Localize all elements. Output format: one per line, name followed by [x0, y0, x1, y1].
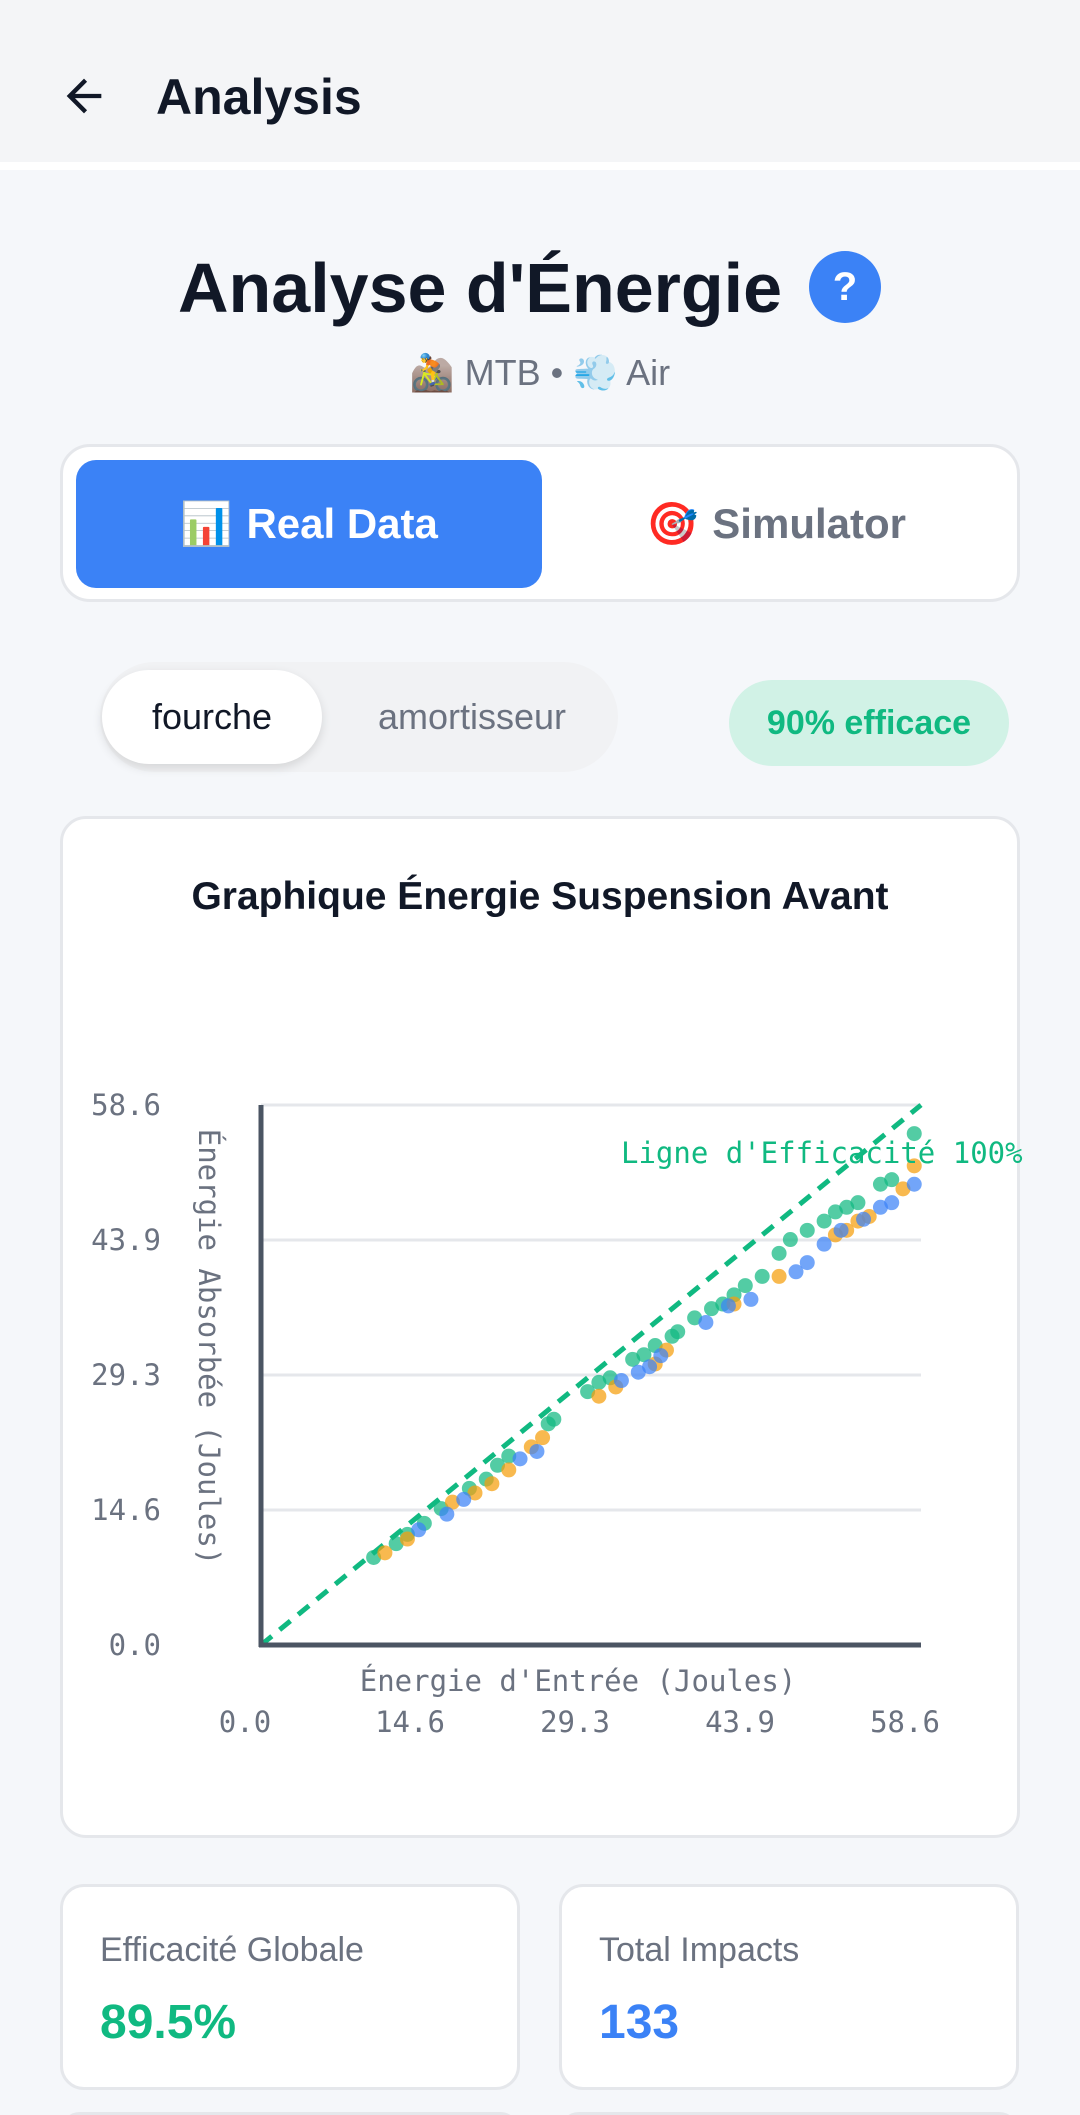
- data-point: [698, 1314, 714, 1330]
- data-point: [816, 1213, 832, 1229]
- app-bar-title: Analysis: [156, 69, 362, 125]
- stat-value-efficiency: 89.5%: [100, 1996, 237, 2049]
- data-point: [737, 1278, 753, 1294]
- data-point: [411, 1522, 427, 1538]
- tab-real-data[interactable]: 📊 Real Data: [76, 460, 542, 588]
- stat-card-efficiency: Efficacité Globale 89.5%: [60, 1884, 520, 2090]
- x-tick-label: 0.0: [219, 1705, 271, 1739]
- target-icon: 🎯: [646, 499, 699, 547]
- data-point: [872, 1176, 888, 1192]
- data-point: [636, 1347, 652, 1363]
- data-point: [743, 1291, 759, 1307]
- data-point: [580, 1384, 596, 1400]
- data-point: [456, 1491, 472, 1507]
- y-tick-label: 43.9: [91, 1223, 161, 1257]
- tab-simulator-label: Simulator: [712, 500, 906, 547]
- tab-simulator[interactable]: 🎯 Simulator: [543, 460, 1009, 588]
- data-point: [856, 1211, 872, 1227]
- x-tick-label: 14.6: [375, 1705, 445, 1739]
- data-point: [799, 1255, 815, 1271]
- data-point: [591, 1388, 607, 1404]
- y-tick-label: 58.6: [91, 1088, 161, 1122]
- data-point: [720, 1298, 736, 1314]
- data-point: [512, 1451, 528, 1467]
- stat-label-impacts: Total Impacts: [599, 1931, 800, 1969]
- data-point: [827, 1204, 843, 1220]
- page-title: Analyse d'Énergie: [177, 249, 783, 327]
- data-point: [501, 1462, 517, 1478]
- y-tick-label: 0.0: [109, 1628, 161, 1662]
- x-tick-label: 43.9: [705, 1705, 775, 1739]
- data-point: [484, 1476, 500, 1492]
- toggle-amortisseur[interactable]: amortisseur: [377, 696, 567, 737]
- stat-value-impacts: 133: [599, 1996, 680, 2049]
- data-point: [591, 1374, 607, 1390]
- data-point: [366, 1549, 382, 1565]
- data-point: [884, 1195, 900, 1211]
- data-point: [687, 1310, 703, 1326]
- stat-card-impacts: Total Impacts 133: [559, 1884, 1019, 2090]
- chart-title: Graphique Énergie Suspension Avant: [191, 875, 889, 918]
- data-point: [906, 1158, 922, 1174]
- data-point: [653, 1348, 669, 1364]
- y-axis-title: Énergie Absorbée (Joules): [192, 1129, 226, 1566]
- y-tick-label: 29.3: [91, 1358, 161, 1392]
- x-tick-label: 58.6: [870, 1705, 940, 1739]
- data-point: [490, 1457, 506, 1473]
- data-point: [625, 1351, 641, 1367]
- back-button[interactable]: [52, 64, 116, 128]
- data-point: [630, 1364, 646, 1380]
- data-point: [771, 1245, 787, 1261]
- data-point: [444, 1494, 460, 1510]
- data-point: [613, 1373, 629, 1389]
- chart-card: Graphique Énergie Suspension Avant 0.0 14…: [60, 816, 1023, 1838]
- data-point: [529, 1443, 545, 1459]
- data-point: [704, 1301, 720, 1317]
- toggle-fourche[interactable]: fourche: [102, 670, 322, 764]
- data-point: [535, 1430, 551, 1446]
- data-point: [377, 1545, 393, 1561]
- data-point: [388, 1536, 404, 1552]
- data-point: [906, 1126, 922, 1142]
- data-point: [833, 1222, 849, 1238]
- data-point: [884, 1172, 900, 1188]
- efficiency-badge: 90% efficace: [729, 680, 1009, 766]
- help-button[interactable]: ?: [809, 251, 881, 323]
- x-axis-title: Énergie d'Entrée (Joules): [360, 1664, 797, 1698]
- data-point: [642, 1359, 658, 1375]
- bar-chart-icon: 📊: [180, 499, 233, 547]
- page-subtitle: 🚵 MTB • 💨 Air: [409, 352, 671, 393]
- data-point: [839, 1199, 855, 1215]
- data-point: [771, 1268, 787, 1284]
- component-toggle: fourche amortisseur: [100, 662, 618, 772]
- data-point: [399, 1531, 415, 1547]
- energy-scatter-chart: 0.0 14.6 29.3 43.9 58.6 0.0 14.6 29.3 43.9 58.6 Én…: [91, 1088, 1023, 1739]
- data-point: [439, 1506, 455, 1522]
- y-tick-label: 14.6: [91, 1493, 161, 1527]
- data-point: [872, 1199, 888, 1215]
- data-point: [467, 1485, 483, 1501]
- data-point: [788, 1264, 804, 1280]
- mode-switcher: 📊 Real Data 🎯 Simulator: [60, 444, 1020, 602]
- data-point: [906, 1176, 922, 1192]
- data-point: [754, 1268, 770, 1284]
- data-point: [501, 1448, 517, 1464]
- data-point: [816, 1236, 832, 1252]
- x-tick-label: 29.3: [540, 1705, 610, 1739]
- data-point: [782, 1232, 798, 1248]
- app-bar: Analysis: [0, 0, 1080, 170]
- arrow-left-icon: [66, 78, 102, 114]
- reference-line-label: Ligne d'Efficacité 100%: [621, 1136, 1023, 1170]
- data-point: [799, 1222, 815, 1238]
- data-point: [850, 1195, 866, 1211]
- data-point: [540, 1416, 556, 1432]
- stat-label-efficiency: Efficacité Globale: [100, 1931, 364, 1969]
- page-title-wrapper: Analyse d'Énergie: [0, 248, 1080, 328]
- data-point: [895, 1181, 911, 1197]
- tab-real-data-label: Real Data: [246, 500, 438, 547]
- data-point: [670, 1324, 686, 1340]
